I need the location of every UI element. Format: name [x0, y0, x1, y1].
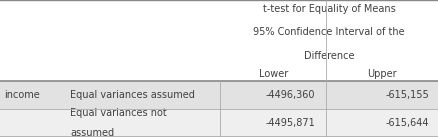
Text: Lower: Lower [259, 69, 288, 79]
Text: -4495,871: -4495,871 [265, 118, 315, 128]
Text: -615,155: -615,155 [385, 90, 429, 100]
Text: Upper: Upper [367, 69, 397, 79]
Text: -615,644: -615,644 [386, 118, 429, 128]
Text: Difference: Difference [304, 51, 354, 61]
Text: income: income [4, 90, 40, 100]
Bar [0, 0, 438, 81]
Text: assumed: assumed [70, 128, 114, 137]
Text: 95% Confidence Interval of the: 95% Confidence Interval of the [253, 27, 405, 37]
Bar [0, 81, 438, 109]
Bar [0, 109, 438, 137]
Text: Equal variances assumed: Equal variances assumed [70, 90, 195, 100]
Text: t-test for Equality of Means: t-test for Equality of Means [263, 4, 396, 14]
Text: -4496,360: -4496,360 [266, 90, 315, 100]
Text: Equal variances not: Equal variances not [70, 108, 167, 118]
